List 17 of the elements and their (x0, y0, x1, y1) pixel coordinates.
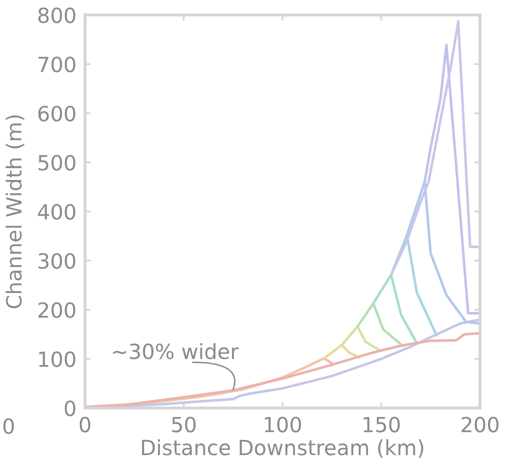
y-tick-label: 200 (38, 302, 76, 318)
x-tick-label: 0 (80, 416, 90, 432)
y-tick-label: 400 (38, 204, 76, 220)
annotation: ~30% wider (113, 343, 239, 360)
x-tick-label: 50 (172, 416, 196, 432)
y-tick-label: 0 (64, 400, 76, 416)
x-tick-label: 100 (264, 416, 301, 432)
x-tick-label: 200 (462, 416, 498, 432)
y-tick-label: 800 (38, 7, 76, 24)
y-tick-label: 300 (38, 253, 76, 269)
y-tick-label: 600 (38, 106, 76, 122)
y-tick-label: 700 (38, 56, 76, 72)
y-tick-label: 100 (39, 351, 76, 368)
y-tick-label: 500 (38, 154, 76, 171)
y-axis-title: Channel Width (m) (6, 115, 24, 308)
x-tick-label: 150 (364, 416, 400, 432)
x-axis-title: Distance Downstream (km) (142, 439, 424, 458)
